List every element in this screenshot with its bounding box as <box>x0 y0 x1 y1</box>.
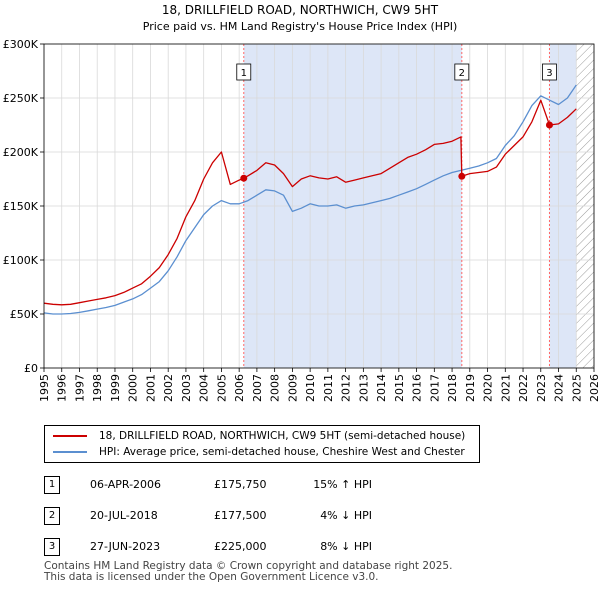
x-tick-label: 2026 <box>588 374 600 402</box>
y-tick-label: £200K <box>3 146 39 159</box>
x-tick-label: 1998 <box>91 374 104 402</box>
x-tick-label: 2024 <box>553 374 566 402</box>
sale-date: 27-JUN-2023 <box>90 540 161 553</box>
x-tick-label: 2007 <box>251 374 264 402</box>
x-tick-label: 2003 <box>180 374 193 402</box>
x-tick-label: 2022 <box>517 374 530 402</box>
x-tick-label: 2001 <box>144 374 157 402</box>
x-tick-label: 2000 <box>127 374 140 402</box>
sale-row: 2 20-JUL-2018 £177,500 4% ↓ HPI <box>0 507 600 527</box>
chart-title: 18, DRILLFIELD ROAD, NORTHWICH, CW9 5HT <box>162 3 439 17</box>
x-tick-label: 2005 <box>215 374 228 402</box>
footer-attribution: Contains HM Land Registry data © Crown c… <box>44 561 452 583</box>
chart-subtitle: Price paid vs. HM Land Registry's House … <box>143 20 458 33</box>
x-tick-label: 2016 <box>411 374 424 402</box>
x-tick-label: 2018 <box>446 374 459 402</box>
sale-date: 20-JUL-2018 <box>90 509 158 522</box>
legend-label-hpi: HPI: Average price, semi-detached house,… <box>99 446 465 458</box>
x-tick-label: 2019 <box>464 374 477 402</box>
sale-row: 3 27-JUN-2023 £225,000 8% ↓ HPI <box>0 538 600 558</box>
sale-number-badge: 3 <box>44 538 60 556</box>
sale-marker-label: 3 <box>542 63 557 81</box>
x-tick-label: 2017 <box>428 374 441 402</box>
x-tick-label: 2011 <box>322 374 335 402</box>
hpi-series-line <box>43 84 577 315</box>
x-tick-label: 2006 <box>233 374 246 402</box>
x-tick-label: 2002 <box>162 374 175 402</box>
sale-hpi-diff: 8% ↓ HPI <box>320 540 372 553</box>
x-tick-label: 2012 <box>340 374 353 402</box>
x-tick-label: 2013 <box>357 374 370 402</box>
sale-point <box>545 121 553 129</box>
y-tick-label: £250K <box>3 92 39 105</box>
x-tick-label: 1999 <box>109 374 122 402</box>
sale-point <box>240 174 248 182</box>
sale-marker-box <box>236 63 252 81</box>
y-tick-label: £300K <box>3 38 39 51</box>
property-series-line <box>43 99 577 306</box>
sale-marker-box <box>454 63 470 81</box>
sale-number-badge: 1 <box>44 476 60 494</box>
x-tick-label: 2010 <box>304 374 317 402</box>
x-tick-label: 2014 <box>375 374 388 402</box>
sale-marker-number: 1 <box>241 68 247 79</box>
price-chart: 18, DRILLFIELD ROAD, NORTHWICH, CW9 5HT … <box>3 3 600 402</box>
legend: 18, DRILLFIELD ROAD, NORTHWICH, CW9 5HT … <box>44 425 480 463</box>
plot-frame <box>43 43 595 369</box>
x-tick-label: 2020 <box>482 374 495 402</box>
x-tick-label: 2021 <box>499 374 512 402</box>
sale-marker-label: 2 <box>454 63 470 81</box>
sale-marker-box <box>542 63 557 81</box>
sale-date: 06-APR-2006 <box>90 478 162 491</box>
sale-number-badge: 2 <box>44 507 60 525</box>
sale-hpi-diff: 4% ↓ HPI <box>320 509 372 522</box>
x-tick-label: 2009 <box>286 374 299 402</box>
sale-hpi-diff: 15% ↑ HPI <box>313 478 372 491</box>
sale-marker-label: 1 <box>236 63 252 81</box>
y-tick-label: £150K <box>3 200 39 213</box>
sale-marker-number: 2 <box>459 68 465 79</box>
x-tick-label: 2015 <box>393 374 406 402</box>
x-tick-label: 1995 <box>38 374 51 402</box>
x-tick-label: 1997 <box>73 374 86 402</box>
x-tick-label: 2025 <box>570 374 583 402</box>
sale-row: 1 06-APR-2006 £175,750 15% ↑ HPI <box>0 476 600 496</box>
sale-price: £177,500 <box>214 509 267 522</box>
x-tick-label: 2008 <box>269 374 282 402</box>
legend-swatch-property <box>53 435 87 437</box>
sale-price: £175,750 <box>214 478 267 491</box>
footer-line-2: This data is licensed under the Open Gov… <box>44 571 379 583</box>
x-tick-label: 2023 <box>535 374 548 402</box>
x-tick-label: 2004 <box>198 374 211 402</box>
sale-marker-number: 3 <box>546 68 552 79</box>
x-tick-label: 1996 <box>56 374 69 402</box>
footer-line-1: Contains HM Land Registry data © Crown c… <box>44 560 453 572</box>
legend-label-property: 18, DRILLFIELD ROAD, NORTHWICH, CW9 5HT … <box>99 430 466 442</box>
sale-point <box>458 172 466 180</box>
legend-swatch-hpi <box>53 451 87 453</box>
sale-price: £225,000 <box>214 540 267 553</box>
y-tick-label: £100K <box>3 254 39 267</box>
y-tick-label: £0 <box>24 362 38 375</box>
y-tick-label: £50K <box>10 308 39 321</box>
legend-item-property: 18, DRILLFIELD ROAD, NORTHWICH, CW9 5HT … <box>53 428 465 444</box>
legend-item-hpi: HPI: Average price, semi-detached house,… <box>53 444 465 460</box>
